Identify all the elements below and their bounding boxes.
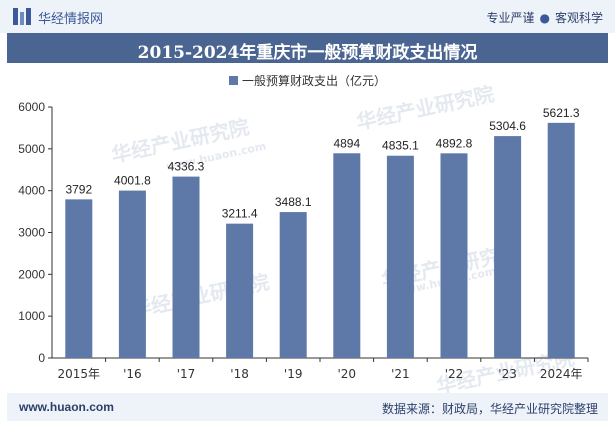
header-bar: 华经情报网 专业严谨 ● 客观科学 <box>0 0 615 33</box>
data-label: 5621.3 <box>543 106 580 120</box>
bar <box>386 155 414 358</box>
bar-chart: 0 1000 2000 3000 4000 5000 6000 3792 2015年 4001.8… <box>18 100 589 381</box>
y-tick-label: 4000 <box>18 184 45 198</box>
x-tick-label: '21 <box>391 367 410 381</box>
data-label: 4892.8 <box>436 136 473 150</box>
footer-bar: www.huaon.com 数据来源：财政局，华经产业研究院整理 <box>7 393 608 421</box>
data-label: 4835.1 <box>382 139 419 153</box>
bar <box>279 212 307 358</box>
y-tick-label: 5000 <box>18 142 45 156</box>
title-bar: 2015-2024年重庆市一般预算财政支出情况 <box>7 33 608 63</box>
bar <box>226 223 254 358</box>
bar <box>547 122 575 358</box>
brand-name: 华经情报网 <box>38 12 104 27</box>
bar <box>118 190 146 358</box>
x-tick-label: '23 <box>498 367 517 381</box>
legend-swatch <box>228 76 238 85</box>
bar <box>65 199 93 358</box>
y-tick-label: 3000 <box>18 226 45 240</box>
x-tick-label: '18 <box>230 367 249 381</box>
tag-professional: 专业严谨 <box>486 11 535 25</box>
data-label: 5304.6 <box>489 119 526 133</box>
x-tick-label: '19 <box>284 367 303 381</box>
x-tick-label: 2015年 <box>58 367 101 381</box>
bar <box>333 153 361 358</box>
data-label: 3792 <box>65 182 92 196</box>
x-tick-label: '20 <box>338 367 357 381</box>
data-label: 3211.4 <box>222 207 258 221</box>
header-tags: 专业严谨 ● 客观科学 <box>486 9 603 26</box>
bar <box>172 176 200 358</box>
chart-title: 2015-2024年重庆市一般预算财政支出情况 <box>137 43 478 63</box>
chart-legend: 一般预算财政支出（亿元） <box>0 72 615 89</box>
data-label: 4336.3 <box>168 160 205 174</box>
footer-website: www.huaon.com <box>19 400 114 414</box>
x-tick-label: '17 <box>177 367 196 381</box>
x-tick-label: '22 <box>445 367 464 381</box>
huajing-logo-icon <box>13 8 31 25</box>
data-label: 3488.1 <box>275 195 312 209</box>
bar <box>440 153 468 358</box>
x-tick-label: '16 <box>123 367 142 381</box>
y-tick-label: 0 <box>38 351 45 365</box>
y-tick-label: 1000 <box>18 309 45 323</box>
x-tick-label: 2024年 <box>540 367 583 381</box>
data-label: 4001.8 <box>114 174 151 188</box>
tag-objective: 客观科学 <box>554 11 603 25</box>
data-label: 4894 <box>333 136 360 150</box>
bullet-dot-icon: ● <box>539 11 550 25</box>
footer-source: 数据来源：财政局，华经产业研究院整理 <box>381 402 598 416</box>
bar <box>494 136 522 358</box>
legend-label: 一般预算财政支出（亿元） <box>241 74 386 88</box>
y-tick-label: 6000 <box>18 100 45 114</box>
y-tick-label: 2000 <box>18 267 45 281</box>
